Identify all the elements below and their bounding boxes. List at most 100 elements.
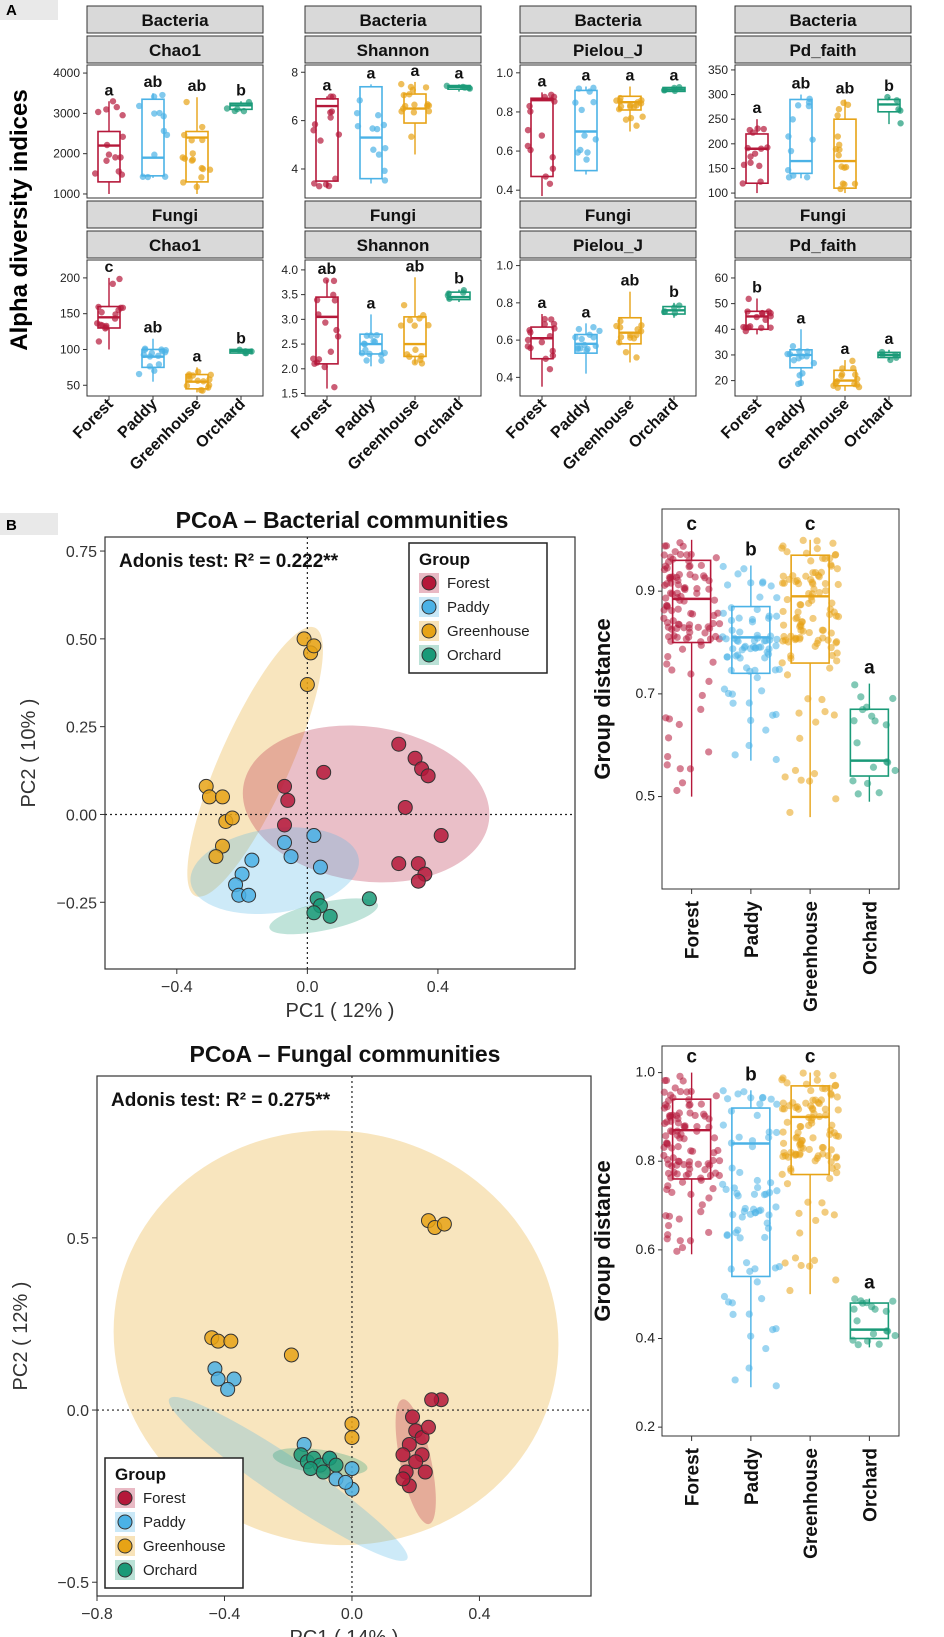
- data-point: [729, 1211, 737, 1219]
- pcoa-panel-pcoa-bac: PCoA – Bacterial communities −0.4 0.0 0.4 −0…: [18, 507, 576, 1022]
- data-point: [671, 1084, 679, 1092]
- significance-letter: c: [805, 1047, 816, 1068]
- data-point: [676, 1237, 684, 1245]
- data-point: [758, 324, 765, 332]
- x-tick-label-orchard: Orchard: [860, 901, 881, 975]
- point-greenhouse: [224, 810, 240, 826]
- data-point: [753, 1111, 761, 1120]
- data-point: [331, 297, 339, 304]
- alpha-panel-bac-pielou: Bacteria Pielou_J 0.4 0.6 0.8 1.0 a a a a: [496, 5, 697, 199]
- data-point: [687, 670, 695, 678]
- data-point: [805, 99, 813, 106]
- data-point: [578, 106, 585, 114]
- data-point: [685, 1170, 693, 1178]
- data-point: [705, 1194, 713, 1202]
- data-point: [524, 343, 532, 350]
- data-point: [698, 691, 706, 700]
- data-point: [315, 182, 323, 190]
- metric-strip-label: Pielou_J: [573, 41, 643, 60]
- y-tick-label: 30: [715, 348, 729, 362]
- box-forest: [97, 130, 121, 183]
- y-tick-label: −0.5: [57, 1575, 89, 1592]
- box-orchard: [849, 1302, 890, 1340]
- data-point: [660, 565, 669, 574]
- data-point: [583, 156, 590, 163]
- box-paddy: [789, 98, 813, 175]
- y-axis-label: PC2 ( 12% ): [10, 1282, 32, 1391]
- box-orchard: [447, 291, 471, 301]
- data-point: [693, 589, 701, 597]
- data-point: [112, 154, 119, 161]
- data-point: [796, 1229, 804, 1237]
- data-point: [724, 1298, 733, 1306]
- point-greenhouse: [436, 1216, 452, 1232]
- legend-label-paddy: Paddy: [447, 599, 490, 616]
- data-point: [897, 120, 904, 127]
- data-point: [817, 1096, 826, 1104]
- data-point: [745, 295, 752, 303]
- data-point: [675, 720, 683, 729]
- significance-letter: ab: [621, 273, 640, 290]
- data-point: [792, 1134, 800, 1142]
- data-point: [789, 116, 796, 123]
- data-point: [762, 1344, 770, 1353]
- data-point: [789, 343, 797, 350]
- data-point: [633, 354, 640, 361]
- data-point: [661, 1076, 669, 1085]
- data-point: [418, 360, 426, 367]
- kingdom-strip: [86, 200, 264, 229]
- data-point: [857, 693, 865, 701]
- data-point: [671, 548, 679, 556]
- significance-letter: a: [323, 77, 332, 94]
- x-tick-label-orchard: Orchard: [860, 1448, 881, 1522]
- data-point: [183, 382, 191, 389]
- box-orchard: [877, 98, 901, 113]
- y-tick-label: 4: [291, 162, 298, 176]
- y-tick-label: 0.4: [636, 1330, 656, 1346]
- adonis-label: Adonis test: R² = 0.275**: [111, 1090, 331, 1111]
- data-point: [697, 641, 705, 649]
- point-forest: [391, 736, 407, 752]
- data-point: [373, 331, 380, 339]
- data-point: [805, 599, 813, 607]
- data-point: [757, 643, 765, 651]
- data-point: [675, 1215, 683, 1223]
- point-orchard: [361, 891, 377, 907]
- data-point: [736, 1168, 744, 1177]
- kingdom-strip-label: Fungi: [152, 206, 198, 225]
- data-point: [723, 1231, 731, 1239]
- data-point: [709, 1184, 717, 1193]
- data-point: [374, 112, 382, 119]
- point-forest: [405, 1409, 421, 1425]
- data-point: [664, 752, 672, 761]
- data-point: [783, 671, 792, 679]
- data-point: [574, 344, 582, 351]
- data-point: [685, 1161, 693, 1169]
- data-point: [712, 1092, 720, 1100]
- data-point: [797, 1144, 805, 1152]
- data-point: [109, 98, 117, 105]
- data-point: [680, 584, 688, 592]
- data-point: [674, 1143, 682, 1151]
- data-point: [719, 1087, 727, 1095]
- data-point: [813, 1154, 821, 1162]
- data-point: [381, 177, 389, 184]
- data-point: [796, 633, 804, 642]
- data-point: [673, 573, 681, 581]
- data-point: [363, 357, 370, 364]
- data-point: [797, 626, 805, 634]
- y-tick-label: 2.5: [281, 337, 298, 351]
- data-point: [622, 116, 630, 123]
- data-point: [849, 777, 857, 785]
- alpha-panel-fun-pdfaith: FungiPd_faith2030405060baaaForestPaddyGr…: [715, 200, 912, 474]
- x-tick-label: −0.8: [81, 1606, 113, 1623]
- data-point: [791, 1254, 800, 1262]
- data-point: [762, 316, 769, 324]
- data-point: [772, 710, 780, 719]
- data-point: [829, 539, 837, 547]
- data-point: [735, 1133, 743, 1141]
- data-point: [810, 770, 819, 778]
- data-point: [838, 371, 846, 378]
- data-point: [311, 121, 319, 128]
